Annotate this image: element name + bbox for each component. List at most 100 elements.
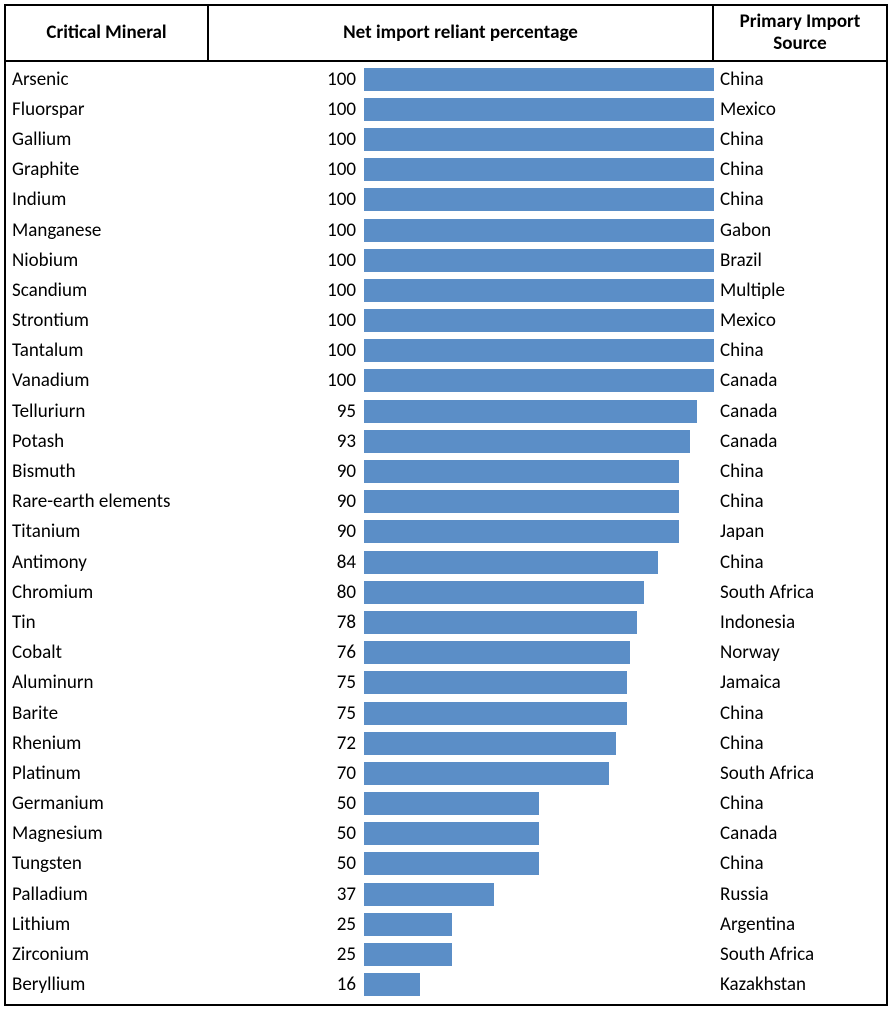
percent-label: 50 (209, 852, 364, 875)
mineral-name: Magnesium (6, 822, 209, 845)
table-row: Indium100China (6, 185, 886, 215)
percent-label: 76 (209, 641, 364, 664)
mineral-name: Strontium (6, 309, 209, 332)
bar-cell: 16 (209, 970, 714, 1000)
bar (364, 762, 609, 785)
table-row: Cobalt76Norway (6, 638, 886, 668)
bar (364, 219, 714, 242)
bar-cell: 90 (209, 517, 714, 547)
bar (364, 309, 714, 332)
bar-track (364, 249, 714, 272)
table-row: Lithium25Argentina (6, 909, 886, 939)
bar-cell: 100 (209, 306, 714, 336)
bar (364, 702, 627, 725)
bar (364, 852, 539, 875)
bar-cell: 84 (209, 547, 714, 577)
import-source: Multiple (714, 279, 886, 302)
bar-cell: 70 (209, 758, 714, 788)
column-header-mineral: Critical Mineral (6, 6, 209, 60)
bar-track (364, 188, 714, 211)
bar (364, 520, 679, 543)
percent-label: 100 (209, 339, 364, 362)
percent-label: 50 (209, 792, 364, 815)
table-row: Barite75China (6, 698, 886, 728)
import-source: Canada (714, 400, 886, 423)
table-row: Tin78Indonesia (6, 607, 886, 637)
table-row: Chromium80South Africa (6, 577, 886, 607)
mineral-name: Aluminurn (6, 671, 209, 694)
mineral-name: Antimony (6, 551, 209, 574)
mineral-name: Manganese (6, 219, 209, 242)
percent-label: 100 (209, 369, 364, 392)
mineral-name: Germanium (6, 792, 209, 815)
bar-cell: 100 (209, 124, 714, 154)
bar-track (364, 430, 714, 453)
import-source: China (714, 702, 886, 725)
bar-cell: 78 (209, 607, 714, 637)
bar-cell: 37 (209, 879, 714, 909)
bar (364, 973, 420, 996)
bar-track (364, 852, 714, 875)
bar-track (364, 339, 714, 362)
import-source: Indonesia (714, 611, 886, 634)
bar-cell: 50 (209, 789, 714, 819)
table-row: Graphite100China (6, 155, 886, 185)
bar-track (364, 611, 714, 634)
percent-label: 72 (209, 732, 364, 755)
percent-label: 100 (209, 98, 364, 121)
bar-cell: 76 (209, 638, 714, 668)
bar-track (364, 671, 714, 694)
bar-track (364, 98, 714, 121)
bar-track (364, 158, 714, 181)
bar (364, 913, 452, 936)
import-source: Brazil (714, 249, 886, 272)
mineral-name: Telluriurn (6, 400, 209, 423)
import-source: China (714, 852, 886, 875)
percent-label: 95 (209, 400, 364, 423)
percent-label: 90 (209, 490, 364, 513)
mineral-name: Fluorspar (6, 98, 209, 121)
bar (364, 158, 714, 181)
bar-track (364, 369, 714, 392)
table-body: Arsenic100ChinaFluorspar100MexicoGallium… (6, 62, 886, 1004)
bar-track (364, 732, 714, 755)
table-row: Gallium100China (6, 124, 886, 154)
bar-cell: 95 (209, 396, 714, 426)
import-source: Mexico (714, 98, 886, 121)
percent-label: 90 (209, 520, 364, 543)
import-source: China (714, 158, 886, 181)
mineral-name: Arsenic (6, 68, 209, 91)
table-row: Scandium100Multiple (6, 275, 886, 305)
mineral-name: Gallium (6, 128, 209, 151)
bar-cell: 100 (209, 245, 714, 275)
table-row: Tungsten50China (6, 849, 886, 879)
bar (364, 641, 630, 664)
table-header-row: Critical Mineral Net import reliant perc… (6, 6, 886, 62)
table-row: Rhenium72China (6, 728, 886, 758)
import-source: China (714, 792, 886, 815)
import-source: South Africa (714, 581, 886, 604)
mineral-name: Tantalum (6, 339, 209, 362)
mineral-name: Rhenium (6, 732, 209, 755)
bar-track (364, 460, 714, 483)
mineral-name: Barite (6, 702, 209, 725)
percent-label: 25 (209, 943, 364, 966)
import-source: South Africa (714, 762, 886, 785)
table-row: Platinum70South Africa (6, 758, 886, 788)
bar (364, 369, 714, 392)
mineral-name: Potash (6, 430, 209, 453)
bar (364, 188, 714, 211)
import-source: Canada (714, 430, 886, 453)
bar-cell: 50 (209, 819, 714, 849)
import-source: China (714, 339, 886, 362)
table-row: Strontium100Mexico (6, 306, 886, 336)
bar-cell: 90 (209, 487, 714, 517)
table-row: Tantalum100 China (6, 336, 886, 366)
column-header-percent: Net import reliant percentage (209, 6, 714, 60)
import-source: China (714, 128, 886, 151)
import-source: South Africa (714, 943, 886, 966)
import-source: China (714, 551, 886, 574)
table-row: Aluminurn75Jamaica (6, 668, 886, 698)
bar-cell: 25 (209, 909, 714, 939)
percent-label: 100 (209, 68, 364, 91)
